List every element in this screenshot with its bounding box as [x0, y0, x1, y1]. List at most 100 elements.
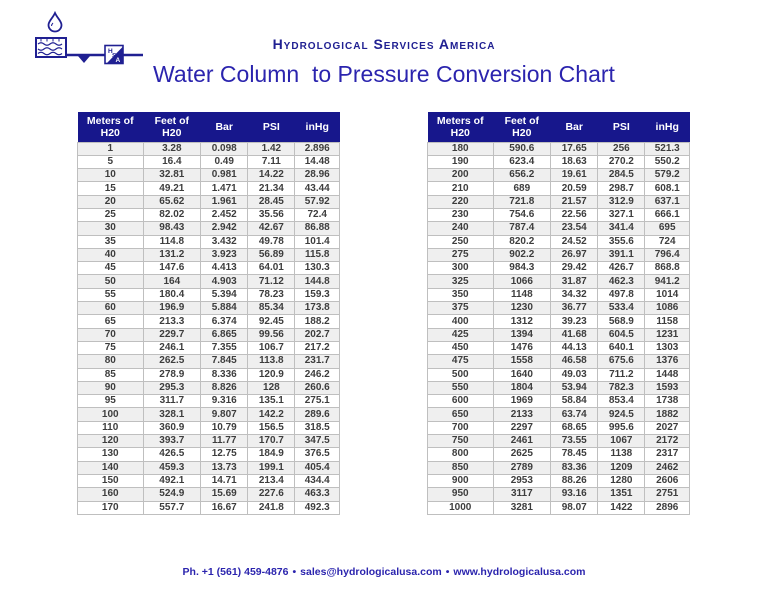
cell: 4.413: [200, 261, 249, 276]
cell: 12.75: [200, 447, 249, 462]
header-row: Meters of H20 Feet of H20 Bar PSI inHg: [427, 112, 690, 142]
cell: 57.92: [294, 194, 340, 209]
cell: 128: [247, 380, 296, 396]
cell: 2.942: [200, 221, 249, 236]
footer-email-link[interactable]: sales@hydrologicalusa.com: [300, 566, 442, 578]
table-row: 90 295.3 8.826 128 260.6: [77, 380, 340, 396]
cell: 754.6: [492, 207, 552, 223]
cell: 60: [77, 301, 144, 316]
cell: 1640: [492, 367, 552, 382]
cell: 796.4: [644, 247, 690, 263]
hsa-monogram-icon: H S A: [104, 44, 124, 65]
cell: 21.34: [247, 181, 296, 196]
cell: 1000: [427, 500, 494, 515]
cell: 298.7: [597, 181, 646, 196]
cell: 623.4: [492, 154, 552, 170]
table-row: 160 524.9 15.69 227.6 463.3: [77, 487, 340, 502]
cell: 120: [77, 434, 144, 449]
cell: 800: [427, 447, 494, 462]
cell: 3.28: [142, 141, 202, 156]
cell: 9.807: [200, 407, 249, 422]
table-row: 400 1312 39.23 568.9 1158: [427, 314, 690, 329]
cell: 78.45: [550, 447, 599, 462]
cell: 902.2: [492, 247, 552, 263]
cell: 270.2: [597, 154, 646, 170]
cell: 230: [427, 207, 494, 223]
table-row: 130 426.5 12.75 184.9 376.5: [77, 447, 340, 462]
cell: 2789: [492, 460, 552, 475]
table-row: 650 2133 63.74 924.5 1882: [427, 407, 690, 422]
cell: 462.3: [597, 274, 646, 289]
water-drop-icon: [47, 10, 63, 33]
water-tank-icon: [35, 37, 67, 58]
cell: 78.23: [247, 287, 296, 303]
cell: 65: [77, 314, 144, 329]
table-row: 15 49.21 1.471 21.34 43.44: [77, 181, 340, 196]
brand-name: Hydrological Services America: [272, 36, 496, 52]
column-header: Feet of H20: [143, 112, 201, 142]
cell: 1969: [492, 394, 552, 409]
cell: 2751: [644, 487, 690, 502]
cell: 311.7: [142, 394, 202, 409]
cell: 787.4: [492, 221, 552, 236]
cell: 113.8: [247, 354, 296, 369]
cell: 92.45: [247, 314, 296, 329]
cell: 820.2: [492, 234, 552, 249]
table-row: 500 1640 49.03 711.2 1448: [427, 367, 690, 382]
cell: 82.02: [142, 207, 202, 223]
cell: 9.316: [200, 394, 249, 409]
table-row: 800 2625 78.45 1138 2317: [427, 447, 690, 462]
cell: 130: [77, 447, 144, 462]
cell: 31.87: [550, 274, 599, 289]
cell: 434.4: [294, 473, 340, 489]
cell: 246.2: [294, 367, 340, 382]
cell: 100: [77, 407, 144, 422]
cell: 637.1: [644, 194, 690, 209]
cell: 44.13: [550, 340, 599, 356]
cell: 1086: [644, 301, 690, 316]
cell: 210: [427, 181, 494, 196]
cell: 1738: [644, 394, 690, 409]
cell: 325: [427, 274, 494, 289]
cell: 2297: [492, 420, 552, 436]
cell: 497.8: [597, 287, 646, 303]
cell: 32.81: [142, 168, 202, 183]
cell: 98.43: [142, 221, 202, 236]
table-row: 475 1558 46.58 675.6 1376: [427, 354, 690, 369]
cell: 750: [427, 434, 494, 449]
footer-website-link[interactable]: www.hydrologicalusa.com: [453, 566, 586, 578]
cell: 40: [77, 247, 144, 263]
table-row: 40 131.2 3.923 56.89 115.8: [77, 247, 340, 263]
cell: 41.68: [550, 327, 599, 342]
cell: 188.2: [294, 314, 340, 329]
cell: 11.77: [200, 434, 249, 449]
cell: 34.32: [550, 287, 599, 303]
cell: 241.8: [247, 500, 296, 515]
cell: 1448: [644, 367, 690, 382]
cell: 227.6: [247, 487, 296, 502]
cell: 3117: [492, 487, 552, 502]
cell: 426.5: [142, 447, 202, 462]
cell: 71.12: [247, 274, 296, 289]
cell: 1804: [492, 380, 552, 396]
table-row: 450 1476 44.13 640.1 1303: [427, 340, 690, 356]
cell: 170.7: [247, 434, 296, 449]
cell: 70: [77, 327, 144, 342]
cell: 1882: [644, 407, 690, 422]
cell: 2.452: [200, 207, 249, 223]
cell: 604.5: [597, 327, 646, 342]
svg-text:H: H: [108, 48, 113, 55]
cell: 73.55: [550, 434, 599, 449]
cell: 49.21: [142, 181, 202, 196]
cell: 1158: [644, 314, 690, 329]
table-row: 900 2953 88.26 1280 2606: [427, 473, 690, 489]
table-row: 200 656.2 19.61 284.5 579.2: [427, 168, 690, 183]
cell: 213.4: [247, 473, 296, 489]
cell: 492.3: [294, 500, 340, 515]
cell: 150: [77, 473, 144, 489]
cell: 5: [77, 154, 144, 170]
cell: 42.67: [247, 221, 296, 236]
page-title: Water Column to Pressure Conversion Char…: [153, 61, 615, 87]
cell: 1230: [492, 301, 552, 316]
